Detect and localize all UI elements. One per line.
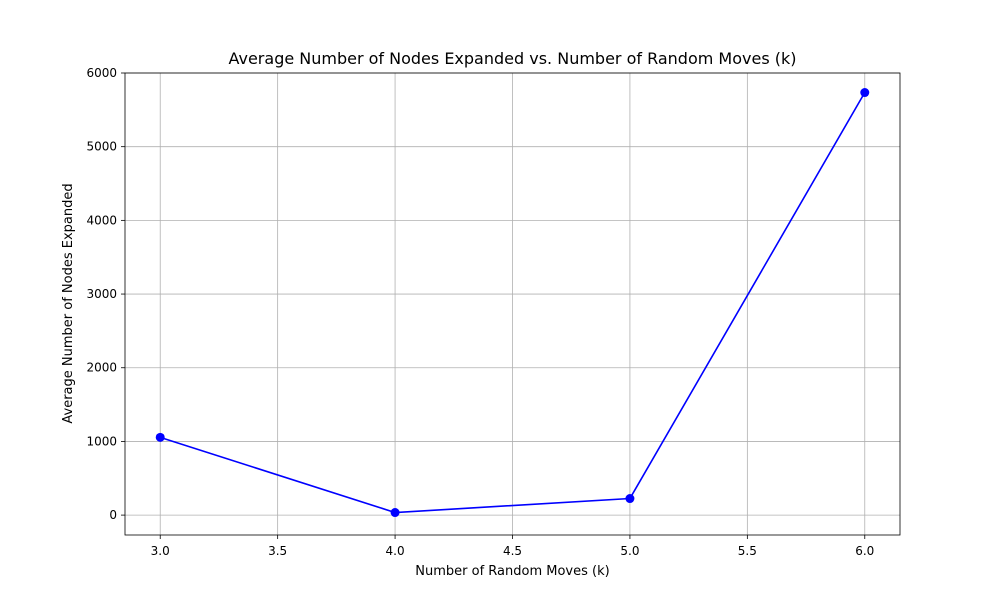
- chart-title: Average Number of Nodes Expanded vs. Num…: [228, 49, 796, 68]
- data-point: [155, 432, 165, 442]
- y-tick-label: 6000: [86, 66, 117, 80]
- y-tick-label: 5000: [86, 140, 117, 154]
- x-tick-label: 3.0: [151, 544, 170, 558]
- x-tick-label: 4.0: [386, 544, 405, 558]
- x-tick-label: 3.5: [268, 544, 287, 558]
- series-line: [159, 92, 866, 514]
- x-tick-label: 6.0: [855, 544, 874, 558]
- y-tick-label: 0: [109, 508, 117, 522]
- plot-axes: 3.0 3.5 4.0 4.5 5.0 5.5 6.0 0 1000 2000 3000 4000 50…: [86, 66, 901, 558]
- x-axis-label: Number of Random Moves (k): [415, 564, 609, 579]
- x-tick-label: 5.5: [738, 544, 757, 558]
- x-tick-label: 5.0: [620, 544, 639, 558]
- data-series: [155, 88, 870, 518]
- data-point: [860, 88, 870, 98]
- data-point: [390, 508, 400, 518]
- plot-frame: [124, 72, 901, 536]
- data-point: [625, 494, 635, 504]
- y-tick-label: 4000: [86, 213, 117, 227]
- x-tick-label: 4.5: [503, 544, 522, 558]
- y-tick-label: 1000: [86, 434, 117, 448]
- y-tick-label: 2000: [86, 361, 117, 375]
- y-axis-label: Average Number of Nodes Expanded: [61, 183, 76, 423]
- y-tick-label: 3000: [86, 287, 117, 301]
